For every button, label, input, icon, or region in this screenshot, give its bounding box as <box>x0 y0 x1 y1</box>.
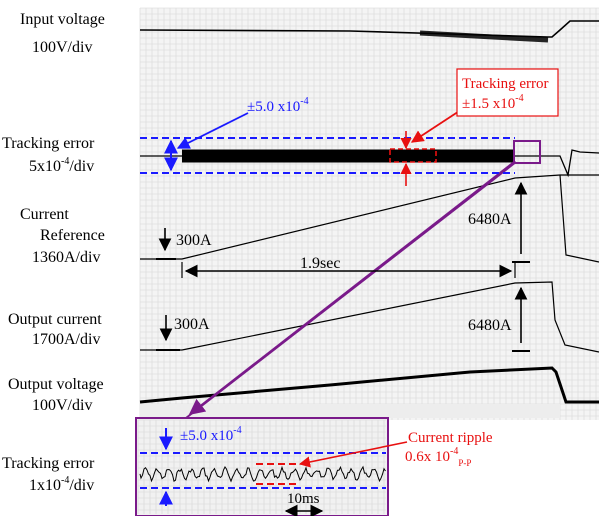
ripple-label-line2: 0.6x 10-4P-P <box>405 446 471 468</box>
output-voltage-trace <box>139 366 599 404</box>
ripple-label-line1: Current ripple <box>408 430 493 446</box>
label-current-reference-scale: 1360A/div <box>32 249 100 266</box>
label-output-voltage-scale: 100V/div <box>32 397 92 414</box>
label-output-current-scale: 1700A/div <box>32 331 100 348</box>
zoom-region-box <box>513 140 541 164</box>
tracking-error-callout-line2: ±1.5 x10-4 <box>462 93 524 112</box>
label-tracking-error-scale: 5x10-4/div <box>29 156 94 175</box>
tracking-error-observed: Tracking error ±1.5 x10-4 <box>389 68 559 186</box>
time-scale-label: 10ms <box>287 491 320 507</box>
out-start-label: 300A <box>174 316 210 333</box>
band-label-main: ±5.0 x10-4 <box>247 96 309 115</box>
label-input-voltage-scale: 100V/div <box>32 39 92 56</box>
zoom-annotations <box>140 428 408 516</box>
output-current-annotations <box>156 286 530 352</box>
zoom-link-arrow <box>188 161 515 415</box>
label-zoom-tracking-error: Tracking error <box>2 455 95 472</box>
label-input-voltage: Input voltage <box>20 11 105 28</box>
label-reference: Reference <box>40 227 105 244</box>
tracking-error-callout-line1: Tracking error <box>462 76 549 92</box>
channel-labels: Input voltage 100V/div Tracking error 5x… <box>2 11 105 494</box>
label-output-voltage: Output voltage <box>8 376 104 393</box>
bottom-strip <box>140 404 560 418</box>
zoom-band-label: ±5.0 x10-4 <box>180 425 242 444</box>
out-end-label: 6480A <box>468 317 512 334</box>
label-tracking-error: Tracking error <box>2 135 95 152</box>
zoom-panel <box>135 417 389 516</box>
current-reference-annotations <box>156 181 530 278</box>
output-current-trace <box>140 281 599 353</box>
tracking-error-callout <box>456 68 559 117</box>
input-voltage-trace <box>139 20 599 38</box>
ref-start-label: 300A <box>176 232 212 249</box>
zoom-ripple-trace <box>139 465 386 483</box>
traces <box>139 20 599 418</box>
ref-end-label: 6480A <box>468 211 512 228</box>
label-current: Current <box>20 206 69 223</box>
label-zoom-tracking-error-scale: 1x10-4/div <box>29 475 94 494</box>
label-output-current: Output current <box>8 311 102 328</box>
tracking-band-annotation: ±5.0 x10-4 <box>140 96 515 174</box>
current-reference-drop <box>559 174 599 263</box>
band-pointer-arrow <box>176 112 249 149</box>
input-voltage-noise <box>419 30 549 43</box>
duration-label: 1.9sec <box>300 255 340 272</box>
